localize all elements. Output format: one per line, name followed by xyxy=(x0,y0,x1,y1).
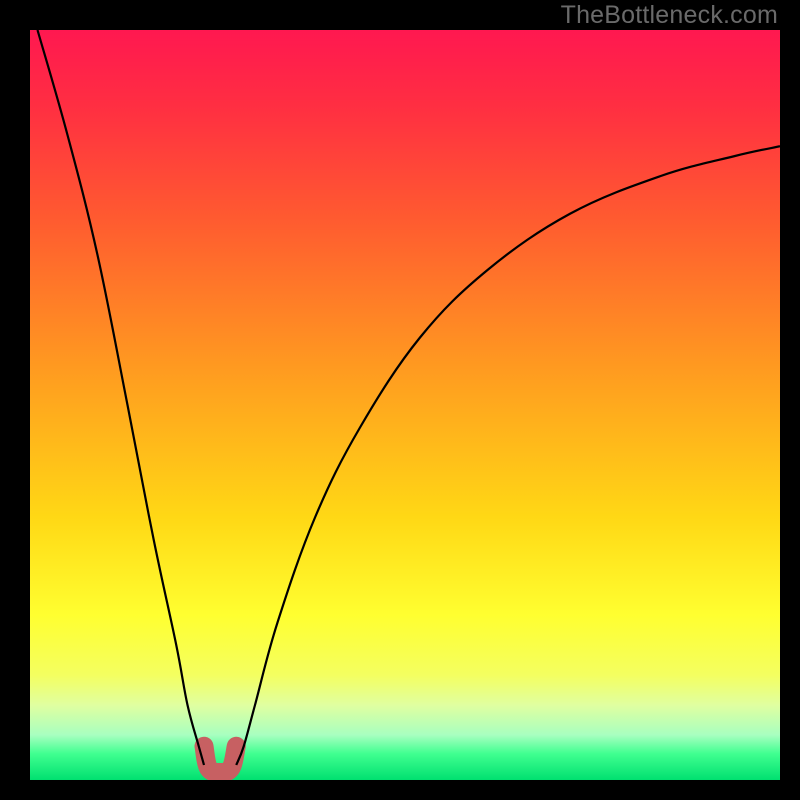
border-left xyxy=(0,0,30,800)
border-bottom xyxy=(0,780,800,800)
plot-area xyxy=(30,30,780,780)
chart-frame: TheBottleneck.com xyxy=(0,0,800,800)
border-right xyxy=(780,0,800,800)
gradient-background xyxy=(30,30,780,780)
watermark-text: TheBottleneck.com xyxy=(561,1,778,30)
